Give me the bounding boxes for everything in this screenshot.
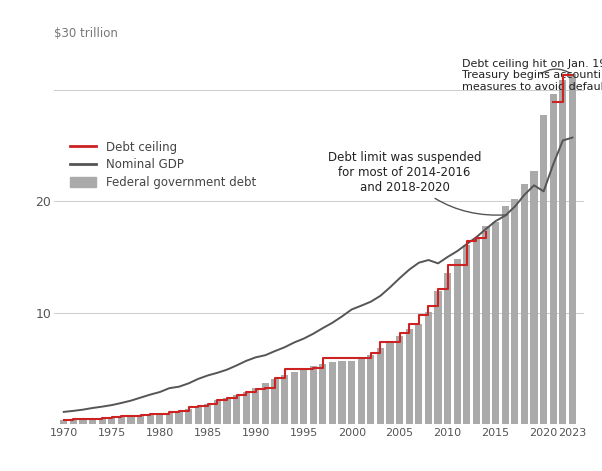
Bar [358, 359, 365, 424]
Bar [156, 414, 163, 424]
Bar [482, 226, 489, 424]
Bar [338, 361, 346, 424]
Bar [70, 419, 77, 424]
Bar [243, 392, 250, 424]
Bar [214, 400, 221, 424]
Bar [79, 419, 87, 424]
Bar [559, 80, 566, 424]
Bar [223, 398, 231, 424]
Bar [348, 361, 355, 424]
Bar [309, 366, 317, 424]
Bar [166, 413, 173, 424]
Bar [118, 417, 125, 424]
Bar [60, 420, 67, 424]
Bar [415, 324, 423, 424]
Bar [300, 369, 307, 424]
Bar [511, 199, 518, 424]
Bar [377, 349, 384, 424]
Bar [464, 245, 470, 424]
Bar [99, 418, 106, 424]
Bar [194, 406, 202, 424]
Bar [89, 419, 96, 424]
Bar [569, 73, 576, 424]
Text: $30 trillion: $30 trillion [54, 27, 118, 40]
Bar [492, 222, 499, 424]
Bar [175, 411, 182, 424]
Bar [425, 312, 432, 424]
Text: Debt limit was suspended
for most of 2014-2016
and 2018-2020: Debt limit was suspended for most of 201… [327, 151, 507, 215]
Bar [406, 329, 413, 424]
Text: Debt ceiling hit on Jan. 19'.
Treasury begins accounting
measures to avoid defau: Debt ceiling hit on Jan. 19'. Treasury b… [462, 59, 602, 92]
Bar [530, 171, 538, 424]
Bar [540, 115, 547, 424]
Bar [435, 291, 442, 424]
Bar [272, 379, 279, 424]
Bar [262, 383, 269, 424]
Bar [367, 355, 374, 424]
Bar [473, 237, 480, 424]
Bar [329, 362, 336, 424]
Bar [252, 388, 259, 424]
Bar [146, 414, 154, 424]
Bar [319, 364, 326, 424]
Bar [550, 94, 557, 424]
Bar [185, 408, 192, 424]
Bar [108, 418, 116, 424]
Bar [396, 336, 403, 424]
Bar [501, 206, 509, 424]
Bar [386, 342, 394, 424]
Bar [137, 415, 144, 424]
Bar [521, 184, 528, 424]
Bar [454, 259, 461, 424]
Bar [128, 416, 135, 424]
Bar [291, 372, 298, 424]
Bar [281, 375, 288, 424]
Bar [204, 404, 211, 424]
Legend: Debt ceiling, Nominal GDP, Federal government debt: Debt ceiling, Nominal GDP, Federal gover… [66, 136, 261, 194]
Bar [444, 273, 452, 424]
Bar [233, 395, 240, 424]
